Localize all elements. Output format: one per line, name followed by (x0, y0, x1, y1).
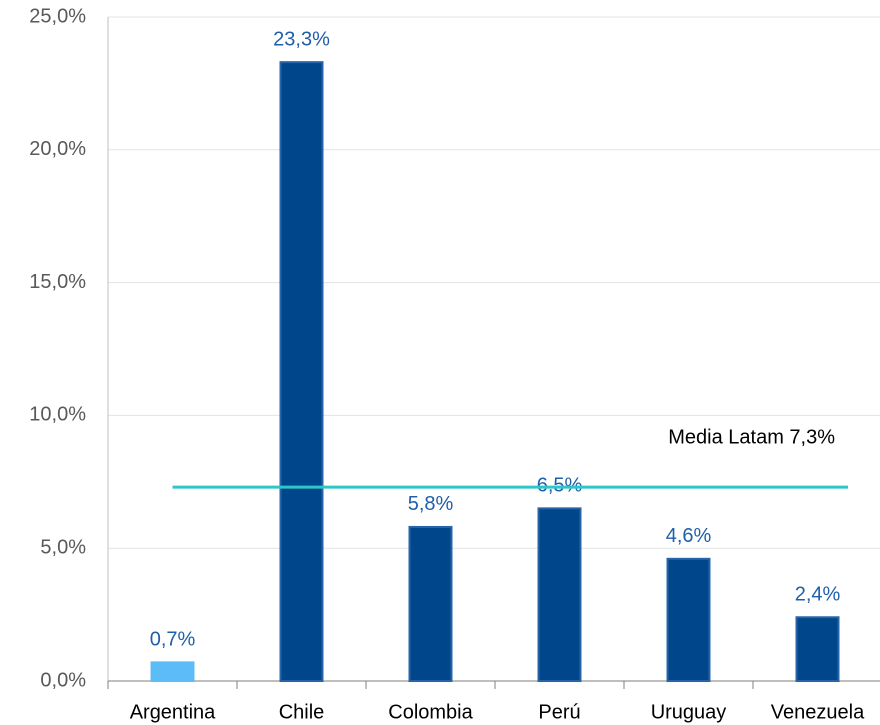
x-tick-label: Argentina (130, 701, 216, 723)
value-label: 23,3% (273, 28, 330, 50)
bar (537, 507, 582, 682)
bar (408, 525, 453, 683)
value-label: 5,8% (408, 493, 454, 515)
x-tick-label: Perú (538, 701, 580, 723)
y-tick-label: 25,0% (29, 5, 86, 27)
y-tick-label: 20,0% (29, 138, 86, 160)
x-tick-label: Colombia (388, 701, 473, 723)
value-label: 0,7% (150, 629, 196, 651)
value-label: 4,6% (666, 525, 712, 547)
reference-label: Media Latam 7,3% (668, 426, 835, 448)
x-tick-label: Uruguay (651, 701, 727, 723)
y-tick-label: 10,0% (29, 404, 86, 426)
bar (666, 557, 711, 682)
x-tick-label: Venezuela (771, 701, 865, 723)
y-tick-label: 0,0% (40, 669, 86, 691)
bar (279, 61, 324, 683)
y-tick-label: 15,0% (29, 271, 86, 293)
bar (150, 661, 195, 683)
x-tick-label: Chile (279, 701, 325, 723)
y-tick-label: 5,0% (40, 536, 86, 558)
bar (795, 616, 840, 682)
value-label: 2,4% (795, 584, 841, 606)
